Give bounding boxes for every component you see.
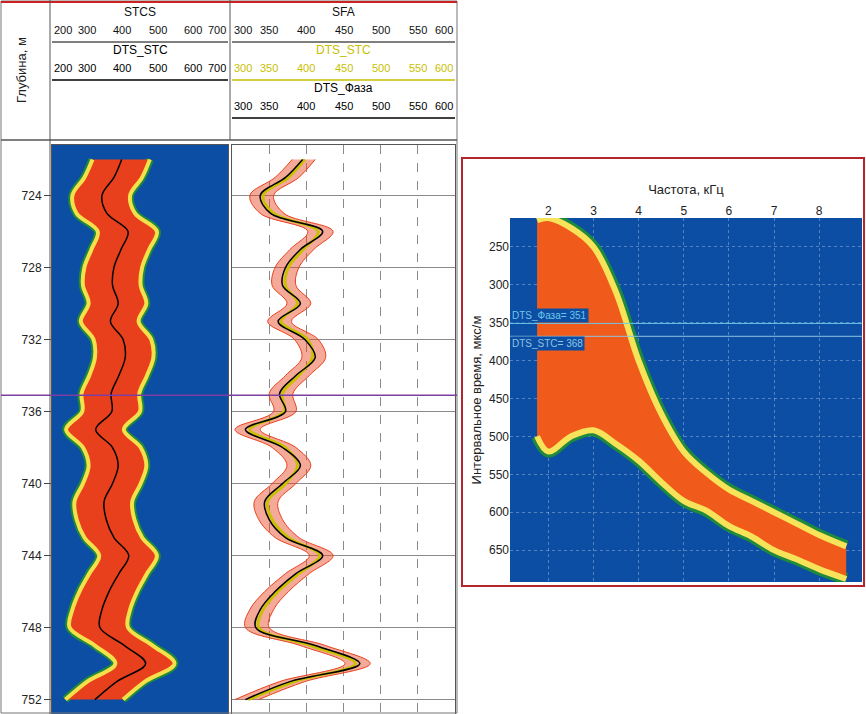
svg-text:600: 600 [184, 62, 202, 74]
svg-text:Частота, кГц: Частота, кГц [648, 182, 724, 197]
svg-text:400: 400 [297, 62, 315, 74]
svg-text:600: 600 [435, 24, 453, 36]
svg-text:250: 250 [489, 240, 509, 254]
svg-text:350: 350 [260, 100, 278, 112]
svg-text:300: 300 [78, 24, 96, 36]
svg-text:724: 724 [22, 189, 42, 203]
svg-text:550: 550 [489, 468, 509, 482]
svg-text:500: 500 [149, 24, 167, 36]
svg-text:DTS_STC: DTS_STC [316, 43, 371, 57]
svg-text:7: 7 [771, 204, 778, 218]
svg-text:550: 550 [409, 100, 427, 112]
svg-text:300: 300 [234, 100, 252, 112]
svg-text:200: 200 [54, 62, 72, 74]
svg-text:2: 2 [545, 204, 552, 218]
svg-text:3: 3 [590, 204, 597, 218]
svg-text:SFA: SFA [332, 5, 355, 19]
svg-text:8: 8 [816, 204, 823, 218]
svg-text:500: 500 [372, 100, 390, 112]
svg-text:700: 700 [208, 24, 226, 36]
svg-text:500: 500 [149, 62, 167, 74]
svg-text:744: 744 [22, 549, 42, 563]
svg-text:550: 550 [409, 24, 427, 36]
svg-text:400: 400 [297, 100, 315, 112]
svg-text:748: 748 [22, 621, 42, 635]
svg-text:450: 450 [489, 392, 509, 406]
svg-text:700: 700 [208, 62, 226, 74]
svg-text:400: 400 [113, 62, 131, 74]
svg-text:600: 600 [435, 100, 453, 112]
svg-text:450: 450 [335, 100, 353, 112]
svg-text:300: 300 [234, 24, 252, 36]
svg-text:600: 600 [489, 505, 509, 519]
svg-text:4: 4 [635, 204, 642, 218]
svg-text:STCS: STCS [124, 5, 156, 19]
svg-text:300: 300 [489, 278, 509, 292]
svg-text:728: 728 [22, 261, 42, 275]
svg-text:300: 300 [234, 62, 252, 74]
svg-text:DTS_STC: DTS_STC [113, 43, 168, 57]
svg-text:6: 6 [726, 204, 733, 218]
svg-text:400: 400 [297, 24, 315, 36]
svg-text:DTS_Фаза= 351: DTS_Фаза= 351 [512, 310, 587, 321]
svg-text:550: 550 [409, 62, 427, 74]
svg-text:200: 200 [54, 24, 72, 36]
svg-text:600: 600 [435, 62, 453, 74]
svg-text:350: 350 [260, 24, 278, 36]
svg-text:740: 740 [22, 477, 42, 491]
svg-text:600: 600 [184, 24, 202, 36]
svg-text:Глубина, м: Глубина, м [14, 37, 29, 103]
svg-text:650: 650 [489, 543, 509, 557]
svg-text:450: 450 [335, 24, 353, 36]
svg-text:450: 450 [335, 62, 353, 74]
svg-text:350: 350 [489, 316, 509, 330]
svg-text:500: 500 [372, 24, 390, 36]
svg-text:Интервальное время, мкс/м: Интервальное время, мкс/м [469, 316, 484, 485]
svg-text:732: 732 [22, 333, 42, 347]
svg-text:736: 736 [22, 405, 42, 419]
svg-text:350: 350 [260, 62, 278, 74]
svg-text:DTS_STC= 368: DTS_STC= 368 [512, 338, 583, 349]
svg-text:400: 400 [113, 24, 131, 36]
svg-text:400: 400 [489, 354, 509, 368]
svg-text:752: 752 [22, 693, 42, 707]
svg-text:300: 300 [78, 62, 96, 74]
svg-text:5: 5 [680, 204, 687, 218]
svg-text:500: 500 [489, 430, 509, 444]
svg-text:500: 500 [372, 62, 390, 74]
svg-text:DTS_Фаза: DTS_Фаза [314, 81, 373, 95]
